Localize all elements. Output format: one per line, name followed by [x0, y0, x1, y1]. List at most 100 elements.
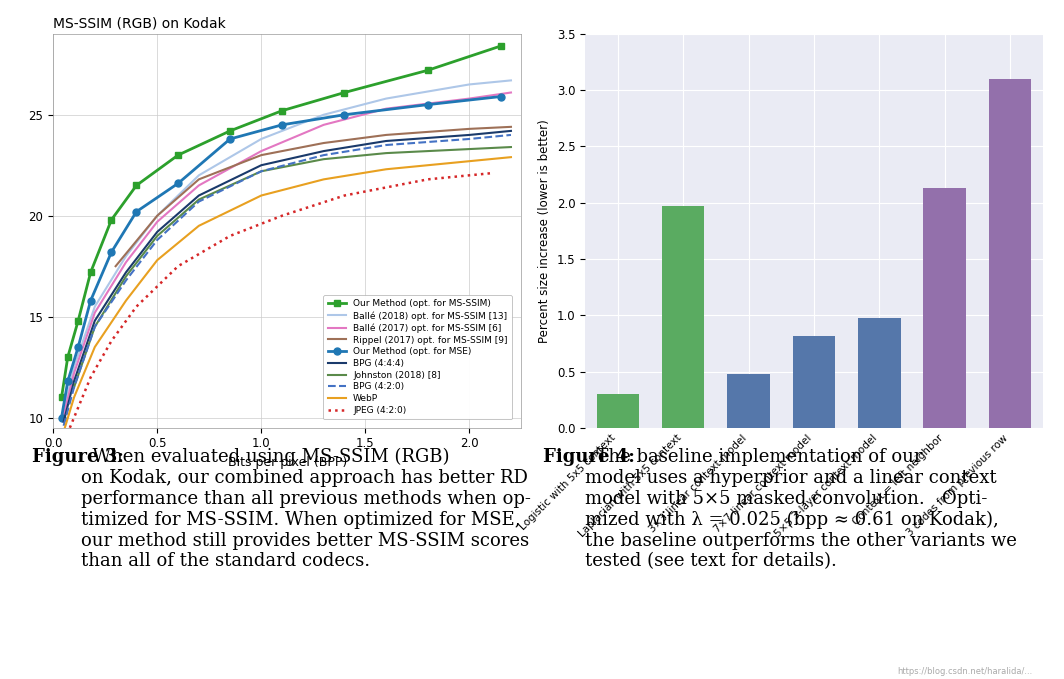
X-axis label: Bits per pixel (BPP): Bits per pixel (BPP) — [228, 456, 347, 469]
Our Method (opt. for MSE) — [71, 343, 84, 351]
Line: Ballé (2017) opt. for MS-SSIM [6]: Ballé (2017) opt. for MS-SSIM [6] — [64, 92, 511, 416]
Text: Figure 3:: Figure 3: — [32, 448, 123, 466]
Y-axis label: Percent size increase (lower is better): Percent size increase (lower is better) — [538, 119, 551, 343]
Ballé (2017) opt. for MS-SSIM [6] — [57, 411, 70, 420]
Our Method (opt. for MSE) — [55, 414, 68, 422]
JPEG (4:2:0) — [484, 169, 497, 177]
BPG (4:4:4) — [255, 161, 268, 169]
JPEG (4:2:0) — [223, 232, 236, 240]
Ballé (2017) opt. for MS-SSIM [6] — [68, 369, 81, 378]
Our Method (opt. for MSE) — [421, 100, 434, 109]
Our Method (opt. for MSE) — [171, 179, 184, 187]
Our Method (opt. for MSE) — [223, 135, 236, 143]
Johnston (2018) [8] — [317, 155, 330, 163]
Johnston (2018) [8] — [504, 143, 517, 151]
Our Method (opt. for MS-SSIM) — [62, 353, 74, 361]
Ballé (2017) opt. for MS-SSIM [6] — [380, 105, 393, 113]
Text: The baseline implementation of our
model uses a hyperprior and a linear context
: The baseline implementation of our model… — [585, 448, 1017, 570]
Ballé (2018) opt. for MS-SSIM [13] — [463, 80, 476, 88]
Our Method (opt. for MS-SSIM) — [276, 107, 288, 115]
WebP — [119, 297, 132, 305]
Ballé (2018) opt. for MS-SSIM [13] — [68, 363, 81, 371]
Our Method (opt. for MSE) — [494, 92, 506, 100]
Our Method (opt. for MSE) — [276, 121, 288, 129]
BPG (4:2:0) — [463, 135, 476, 143]
WebP — [68, 393, 81, 401]
BPG (4:4:4) — [57, 418, 70, 426]
BPG (4:4:4) — [504, 127, 517, 135]
WebP — [57, 428, 70, 436]
BPG (4:2:0) — [504, 131, 517, 139]
Bar — [858, 318, 900, 428]
WebP — [151, 256, 164, 264]
Rippel (2017) opt. for MS-SSIM [9] — [463, 125, 476, 133]
Our Method (opt. for MSE) — [130, 208, 143, 216]
Ballé (2018) opt. for MS-SSIM [13] — [193, 171, 205, 179]
JPEG (4:2:0) — [105, 337, 118, 345]
JPEG (4:2:0) — [171, 262, 184, 270]
BPG (4:2:0) — [57, 422, 70, 430]
Bar — [728, 373, 770, 428]
Rippel (2017) opt. for MS-SSIM [9] — [317, 139, 330, 147]
Ballé (2018) opt. for MS-SSIM [13] — [57, 407, 70, 416]
Ballé (2017) opt. for MS-SSIM [6] — [151, 218, 164, 226]
Our Method (opt. for MS-SSIM) — [223, 127, 236, 135]
Line: JPEG (4:2:0): JPEG (4:2:0) — [70, 173, 491, 428]
JPEG (4:2:0) — [130, 303, 143, 311]
JPEG (4:2:0) — [71, 403, 84, 411]
WebP — [193, 222, 205, 230]
Line: BPG (4:2:0): BPG (4:2:0) — [64, 135, 511, 426]
Ballé (2017) opt. for MS-SSIM [6] — [119, 258, 132, 266]
Our Method (opt. for MS-SSIM) — [338, 88, 351, 96]
Bar — [924, 188, 966, 428]
Text: Figure 4:: Figure 4: — [543, 448, 634, 466]
Rippel (2017) opt. for MS-SSIM [9] — [193, 175, 205, 183]
Text: MS-SSIM (RGB) on Kodak: MS-SSIM (RGB) on Kodak — [53, 16, 226, 30]
Ballé (2018) opt. for MS-SSIM [13] — [380, 94, 393, 103]
JPEG (4:2:0) — [64, 424, 77, 432]
BPG (4:4:4) — [68, 378, 81, 386]
Rippel (2017) opt. for MS-SSIM [9] — [255, 151, 268, 159]
Our Method (opt. for MSE) — [62, 378, 74, 386]
Line: Ballé (2018) opt. for MS-SSIM [13]: Ballé (2018) opt. for MS-SSIM [13] — [64, 80, 511, 411]
Johnston (2018) [8] — [255, 167, 268, 175]
BPG (4:4:4) — [463, 131, 476, 139]
WebP — [88, 343, 101, 351]
Text: When evaluated using MS-SSIM (RGB)
on Kodak, our combined approach has better RD: When evaluated using MS-SSIM (RGB) on Ko… — [81, 448, 531, 570]
Line: BPG (4:4:4): BPG (4:4:4) — [64, 131, 511, 422]
Ballé (2018) opt. for MS-SSIM [13] — [151, 212, 164, 220]
BPG (4:4:4) — [193, 191, 205, 200]
Johnston (2018) [8] — [119, 272, 132, 280]
Ballé (2017) opt. for MS-SSIM [6] — [463, 94, 476, 103]
Bar — [597, 394, 639, 428]
BPG (4:4:4) — [317, 147, 330, 155]
WebP — [255, 191, 268, 200]
Our Method (opt. for MSE) — [84, 297, 97, 305]
BPG (4:2:0) — [380, 141, 393, 149]
Ballé (2018) opt. for MS-SSIM [13] — [255, 135, 268, 143]
BPG (4:4:4) — [380, 137, 393, 145]
Our Method (opt. for MS-SSIM) — [421, 67, 434, 75]
Our Method (opt. for MS-SSIM) — [494, 42, 506, 50]
Johnston (2018) [8] — [88, 323, 101, 331]
Bar — [988, 79, 1031, 428]
Bar — [662, 206, 704, 428]
Ballé (2017) opt. for MS-SSIM [6] — [193, 181, 205, 189]
Line: WebP: WebP — [64, 157, 511, 432]
Our Method (opt. for MS-SSIM) — [171, 151, 184, 159]
Rippel (2017) opt. for MS-SSIM [9] — [151, 212, 164, 220]
BPG (4:2:0) — [68, 384, 81, 392]
Johnston (2018) [8] — [463, 145, 476, 153]
Rippel (2017) opt. for MS-SSIM [9] — [380, 131, 393, 139]
Our Method (opt. for MSE) — [105, 248, 118, 256]
Line: Our Method (opt. for MS-SSIM): Our Method (opt. for MS-SSIM) — [59, 43, 504, 401]
Line: Johnston (2018) [8]: Johnston (2018) [8] — [74, 147, 511, 388]
Ballé (2017) opt. for MS-SSIM [6] — [317, 121, 330, 129]
BPG (4:2:0) — [151, 236, 164, 244]
Line: Our Method (opt. for MSE): Our Method (opt. for MSE) — [59, 93, 504, 421]
WebP — [504, 153, 517, 161]
JPEG (4:2:0) — [338, 191, 351, 200]
JPEG (4:2:0) — [84, 373, 97, 382]
Rippel (2017) opt. for MS-SSIM [9] — [504, 123, 517, 131]
Johnston (2018) [8] — [193, 196, 205, 204]
